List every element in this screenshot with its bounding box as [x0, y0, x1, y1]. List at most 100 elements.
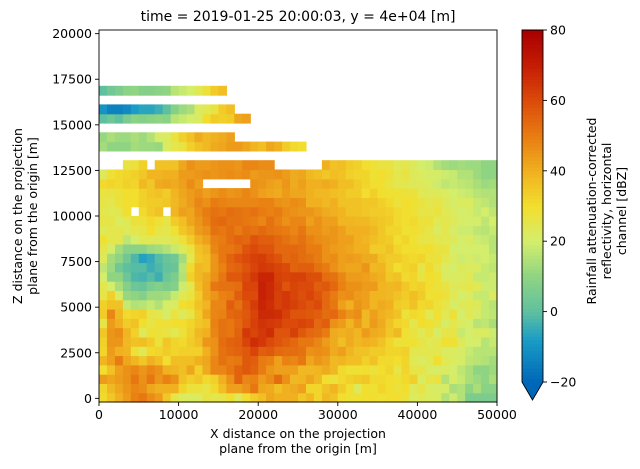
heatmap-cell	[250, 262, 259, 273]
heatmap-cell	[489, 374, 498, 384]
heatmap-cell	[290, 327, 299, 338]
heatmap-cell	[345, 355, 355, 366]
heatmap-cell	[489, 346, 498, 357]
heatmap-cell	[465, 243, 474, 254]
heatmap-cell	[290, 243, 299, 254]
heatmap-cell	[441, 169, 450, 180]
heatmap-cell	[274, 336, 283, 347]
heatmap-cell	[146, 141, 156, 152]
heatmap-cell	[329, 216, 339, 226]
heatmap-cell	[114, 197, 124, 208]
heatmap-cell	[130, 336, 140, 347]
heatmap-cell	[186, 290, 196, 301]
heatmap-cell	[425, 225, 434, 236]
heatmap-cell	[298, 290, 307, 301]
heatmap-cell	[481, 374, 490, 384]
heatmap-cell	[282, 253, 291, 264]
heatmap-cell	[178, 346, 188, 357]
heatmap-cell	[353, 290, 363, 301]
heatmap-cell	[202, 290, 212, 301]
heatmap-cell	[353, 336, 363, 347]
heatmap-cell	[377, 197, 387, 208]
heatmap-cell	[250, 243, 259, 254]
heatmap-cell	[146, 318, 156, 329]
colorbar-segment	[522, 167, 543, 172]
heatmap-cell	[481, 160, 490, 171]
heatmap-cell	[473, 160, 482, 171]
heatmap-cell	[218, 206, 227, 217]
heatmap-cell	[170, 327, 180, 338]
heatmap-cell	[298, 253, 307, 264]
heatmap-cell	[337, 327, 347, 338]
heatmap-cell	[425, 364, 434, 375]
heatmap-cell	[449, 309, 458, 319]
heatmap-cell	[290, 197, 299, 208]
heatmap-cell	[457, 346, 466, 357]
heatmap-cell	[170, 299, 180, 310]
heatmap-cell	[329, 225, 339, 236]
heatmap-cell	[258, 225, 267, 236]
heatmap-cell	[457, 262, 466, 273]
heatmap-cell	[210, 383, 219, 394]
heatmap-cell	[417, 355, 426, 366]
heatmap-cell	[489, 206, 498, 217]
heatmap-cell	[274, 290, 283, 301]
heatmap-cell	[385, 318, 395, 329]
heatmap-cell	[99, 392, 108, 403]
heatmap-cell	[393, 346, 403, 357]
heatmap-cell	[242, 392, 251, 403]
colorbar-label-line3: channel [dBZ]	[614, 167, 629, 255]
heatmap-cell	[242, 309, 251, 319]
heatmap-cell	[361, 364, 371, 375]
heatmap-cell	[369, 253, 379, 264]
heatmap-cell	[226, 355, 235, 366]
heatmap-cell	[138, 383, 148, 394]
heatmap-cell	[170, 160, 180, 171]
heatmap-cell	[409, 188, 418, 198]
heatmap-cell	[210, 355, 219, 366]
heatmap-cell	[449, 253, 458, 264]
heatmap-cell	[106, 299, 116, 310]
heatmap-cell	[345, 346, 355, 357]
heatmap-cell	[401, 309, 411, 319]
heatmap-cell	[321, 364, 331, 375]
heatmap-cell	[226, 141, 235, 152]
heatmap-cell	[258, 206, 267, 217]
heatmap-cell	[218, 141, 227, 152]
heatmap-cell	[162, 290, 172, 301]
heatmap-cell	[226, 169, 235, 180]
heatmap-cell	[186, 188, 196, 198]
heatmap-cell	[401, 346, 411, 357]
heatmap-cell	[385, 346, 395, 357]
heatmap-cell	[178, 327, 188, 338]
heatmap-cell	[369, 290, 379, 301]
heatmap-cell	[242, 383, 251, 394]
heatmap-cell	[441, 206, 450, 217]
heatmap-cell	[337, 206, 347, 217]
colorbar-segment	[522, 100, 543, 105]
heatmap-cell	[329, 234, 339, 245]
heatmap-cell	[290, 169, 299, 180]
heatmap-cell	[393, 299, 403, 310]
heatmap-cell	[138, 178, 148, 189]
heatmap-cell	[441, 160, 450, 171]
heatmap-cell	[194, 85, 204, 96]
heatmap-cell	[290, 206, 299, 217]
colorbar-segment	[522, 86, 543, 91]
heatmap-cell	[457, 374, 466, 384]
heatmap-cell	[321, 253, 331, 264]
colorbar-frame	[521, 29, 544, 401]
heatmap-cell	[329, 253, 339, 264]
y-tick-label: 2500	[60, 345, 92, 360]
heatmap-cell	[441, 364, 450, 375]
y-tick-label: 20000	[52, 26, 92, 41]
heatmap-cell	[409, 169, 418, 180]
heatmap-cell	[473, 281, 482, 291]
heatmap-cell	[186, 160, 196, 171]
heatmap-cell	[210, 253, 219, 264]
heatmap-cell	[170, 188, 180, 198]
heatmap-cell	[321, 197, 331, 208]
heatmap-cell	[170, 383, 180, 394]
heatmap-cell	[465, 299, 474, 310]
heatmap-cell	[345, 364, 355, 375]
